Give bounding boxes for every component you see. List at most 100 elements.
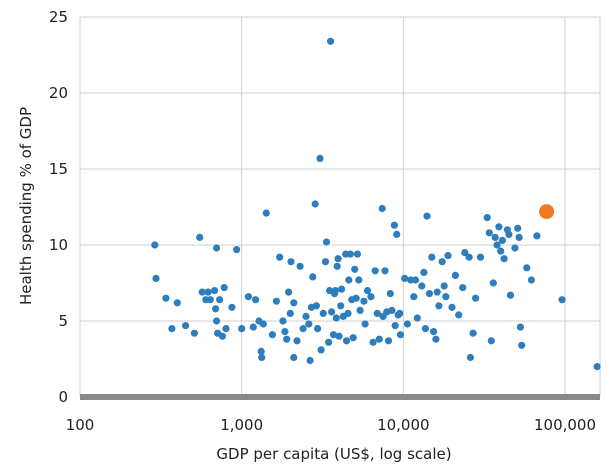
- data-point: [162, 294, 170, 302]
- data-point: [238, 325, 246, 333]
- data-point: [204, 288, 212, 296]
- data-point: [514, 224, 522, 232]
- data-point: [418, 282, 426, 290]
- data-point: [516, 323, 525, 331]
- data-point: [378, 204, 386, 213]
- data-point: [213, 317, 221, 325]
- data-point: [198, 288, 206, 296]
- data-point: [305, 320, 313, 328]
- data-point: [363, 287, 372, 295]
- data-point: [391, 322, 399, 330]
- data-point: [182, 322, 190, 330]
- data-point: [349, 334, 357, 342]
- data-point: [222, 325, 230, 333]
- data-point: [151, 241, 159, 249]
- data-point: [332, 314, 340, 322]
- data-point: [495, 223, 503, 231]
- data-point: [344, 309, 352, 317]
- x-axis-title: GDP per capita (US$, log scale): [216, 445, 451, 463]
- data-point: [442, 293, 450, 301]
- data-point: [287, 258, 295, 266]
- x-tick-labels: 100 1,000 10,000 100,000: [66, 416, 596, 434]
- data-point: [306, 356, 314, 365]
- x-tick-label: 10,000: [377, 416, 430, 434]
- data-point: [390, 221, 398, 229]
- data-point: [331, 287, 339, 295]
- data-point: [497, 247, 505, 255]
- data-point: [483, 214, 491, 222]
- data-point: [290, 299, 298, 307]
- highlighted-point-group: [539, 204, 555, 220]
- data-point: [433, 288, 441, 296]
- data-point: [511, 244, 519, 252]
- data-point: [276, 253, 284, 261]
- data-point: [421, 325, 429, 333]
- data-point: [285, 288, 293, 296]
- data-point: [369, 338, 377, 346]
- data-point: [491, 233, 499, 241]
- x-tick-label: 100: [66, 416, 95, 434]
- data-points: [151, 37, 601, 371]
- y-tick-label: 15: [49, 160, 68, 178]
- data-point: [216, 296, 224, 304]
- data-point: [211, 287, 219, 295]
- data-point: [299, 325, 307, 333]
- data-point: [515, 233, 523, 241]
- data-point: [440, 282, 448, 290]
- data-point: [469, 329, 477, 337]
- data-point: [518, 341, 526, 349]
- y-tick-label: 25: [49, 8, 68, 26]
- data-point: [272, 297, 280, 305]
- data-point: [173, 299, 181, 307]
- x-tick-label: 1,000: [220, 416, 263, 434]
- data-point: [352, 294, 360, 302]
- data-point: [403, 320, 411, 328]
- data-point: [152, 274, 160, 282]
- data-point: [258, 353, 266, 362]
- data-point: [396, 309, 404, 317]
- data-point: [425, 290, 433, 298]
- data-point: [388, 306, 396, 314]
- data-point: [346, 250, 354, 258]
- data-point: [396, 331, 405, 339]
- data-point: [533, 232, 541, 240]
- data-point: [338, 285, 346, 293]
- data-point: [342, 337, 351, 345]
- data-point: [401, 274, 409, 282]
- data-point: [319, 309, 327, 317]
- data-point: [309, 273, 317, 281]
- data-point: [259, 320, 267, 328]
- data-point: [430, 328, 438, 336]
- data-point: [393, 230, 401, 238]
- data-point: [220, 284, 228, 292]
- y-tick-label: 5: [58, 312, 68, 330]
- data-point: [487, 337, 495, 345]
- data-point: [493, 241, 501, 249]
- data-point: [432, 335, 440, 343]
- y-tick-labels: 0 5 10 15 20 25: [49, 8, 68, 406]
- data-point: [527, 276, 536, 284]
- data-point: [233, 246, 241, 254]
- y-tick-label: 20: [49, 84, 68, 102]
- data-point: [316, 154, 324, 162]
- data-point: [506, 291, 515, 299]
- data-point: [252, 296, 260, 304]
- data-point: [196, 233, 204, 241]
- data-point: [268, 331, 276, 339]
- data-point: [466, 353, 474, 362]
- data-point: [361, 320, 369, 328]
- data-point: [325, 338, 333, 346]
- data-point: [213, 244, 221, 252]
- data-point: [206, 296, 214, 304]
- data-point: [286, 309, 294, 317]
- data-point: [281, 328, 289, 336]
- data-point: [335, 332, 343, 340]
- data-point: [290, 353, 298, 362]
- data-point: [345, 276, 353, 284]
- data-point: [356, 306, 364, 314]
- data-point: [293, 337, 301, 345]
- data-point: [438, 258, 446, 266]
- data-point: [367, 293, 375, 301]
- data-point: [314, 325, 322, 333]
